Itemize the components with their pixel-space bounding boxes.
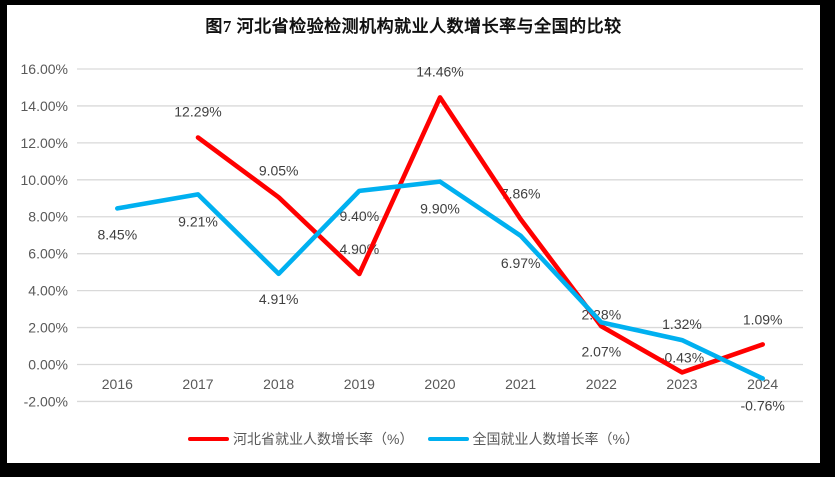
data-label-series-1: 9.90% xyxy=(420,201,460,217)
legend-item-hebei: 河北省就业人数增长率（%） xyxy=(188,429,414,449)
y-axis-tick-label: 16.00% xyxy=(21,61,68,77)
legend-label-national: 全国就业人数增长率（%） xyxy=(472,431,639,447)
x-axis-tick-label: 2017 xyxy=(182,376,213,392)
y-axis-tick-label: -2.00% xyxy=(24,393,68,409)
y-axis-tick-label: 2.00% xyxy=(28,320,68,336)
page-edge-right xyxy=(820,0,835,477)
data-label-series-1: 6.97% xyxy=(501,255,541,271)
chart-title: 图7 河北省检验检测机构就业人数增长率与全国的比较 xyxy=(205,17,622,36)
page-edge-left xyxy=(0,0,7,477)
x-axis-tick-label: 2020 xyxy=(424,376,455,392)
x-axis-tick-label: 2022 xyxy=(586,376,617,392)
data-label-series-1: 1.32% xyxy=(662,316,702,332)
data-label-series-0: 9.05% xyxy=(259,162,299,178)
page-edge-bottom xyxy=(0,463,835,477)
x-axis-tick-label: 2016 xyxy=(102,376,133,392)
series-line-1 xyxy=(115,179,766,381)
y-axis-tick-label: 4.00% xyxy=(28,283,68,299)
x-axis-tick-label: 2021 xyxy=(505,376,536,392)
data-label-series-1: -0.76% xyxy=(740,398,784,414)
x-axis-tick-label: 2024 xyxy=(747,376,778,392)
x-axis-tick-label: 2018 xyxy=(263,376,294,392)
data-label-series-1: 8.45% xyxy=(97,226,137,242)
data-label-series-0: 14.46% xyxy=(416,63,463,79)
legend-item-national: 全国就业人数增长率（%） xyxy=(427,429,639,449)
x-axis-tick-label: 2019 xyxy=(344,376,375,392)
data-label-series-0: 7.86% xyxy=(501,185,541,201)
data-label-series-0: 1.09% xyxy=(743,311,783,327)
national-line-swatch-icon xyxy=(427,436,469,442)
y-axis-tick-label: 8.00% xyxy=(28,209,68,225)
data-label-series-0: 2.07% xyxy=(581,343,621,359)
hebei-line-swatch-icon xyxy=(188,436,230,442)
y-axis-tick-label: 6.00% xyxy=(28,246,68,262)
data-label-series-0: -0.43% xyxy=(660,349,704,365)
y-axis-tick-label: 10.00% xyxy=(21,172,68,188)
data-label-series-1: 9.40% xyxy=(339,208,379,224)
y-axis-tick-label: 12.00% xyxy=(21,135,68,151)
x-axis-tick-label: 2023 xyxy=(666,376,697,392)
data-label-series-1: 9.21% xyxy=(178,213,218,229)
data-label-series-1: 4.91% xyxy=(259,291,299,307)
y-axis-tick-label: 14.00% xyxy=(21,98,68,114)
page-edge-top xyxy=(0,0,835,5)
y-axis-tick-label: 0.00% xyxy=(28,357,68,373)
legend-label-hebei: 河北省就业人数增长率（%） xyxy=(233,431,414,447)
data-label-series-0: 12.29% xyxy=(174,104,221,120)
chart-legend: 河北省就业人数增长率（%） 全国就业人数增长率（%） xyxy=(7,429,820,449)
series-line-0 xyxy=(195,95,766,375)
